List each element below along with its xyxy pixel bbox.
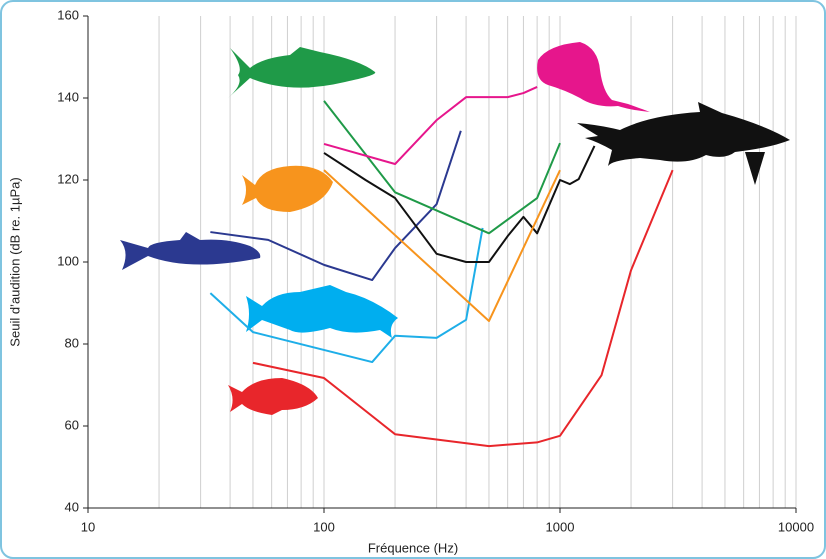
x-axis-label: Fréquence (Hz) (368, 540, 458, 555)
ray-icon (537, 42, 650, 112)
y-tick-label: 100 (57, 253, 79, 268)
tuna-icon (228, 47, 376, 98)
x-tick-label: 1000 (546, 519, 575, 534)
x-tick-label: 10 (81, 519, 95, 534)
y-tick-label: 160 (57, 7, 79, 22)
cod-icon (246, 285, 398, 338)
series-line (323, 169, 561, 323)
trout-icon (120, 232, 261, 270)
y-tick-label: 40 (65, 499, 79, 514)
perch-icon (242, 165, 333, 212)
goldfish-icon (228, 378, 318, 415)
series-line (323, 145, 596, 263)
y-axis-label: Seuil d’audition (dB re. 1µPa) (7, 177, 22, 346)
shark-icon (577, 102, 790, 185)
y-tick-label: 80 (65, 335, 79, 350)
x-tick-label: 10000 (778, 519, 814, 534)
y-tick-label: 140 (57, 89, 79, 104)
series-line (210, 130, 462, 282)
y-tick-label: 120 (57, 171, 79, 186)
plot (209, 86, 674, 448)
y-tick-label: 60 (65, 417, 79, 432)
series-line (252, 169, 674, 448)
series-line (209, 227, 484, 364)
series-line (323, 86, 538, 166)
fish-icons (120, 42, 790, 415)
x-tick-label: 100 (313, 519, 335, 534)
series-line (323, 100, 561, 235)
